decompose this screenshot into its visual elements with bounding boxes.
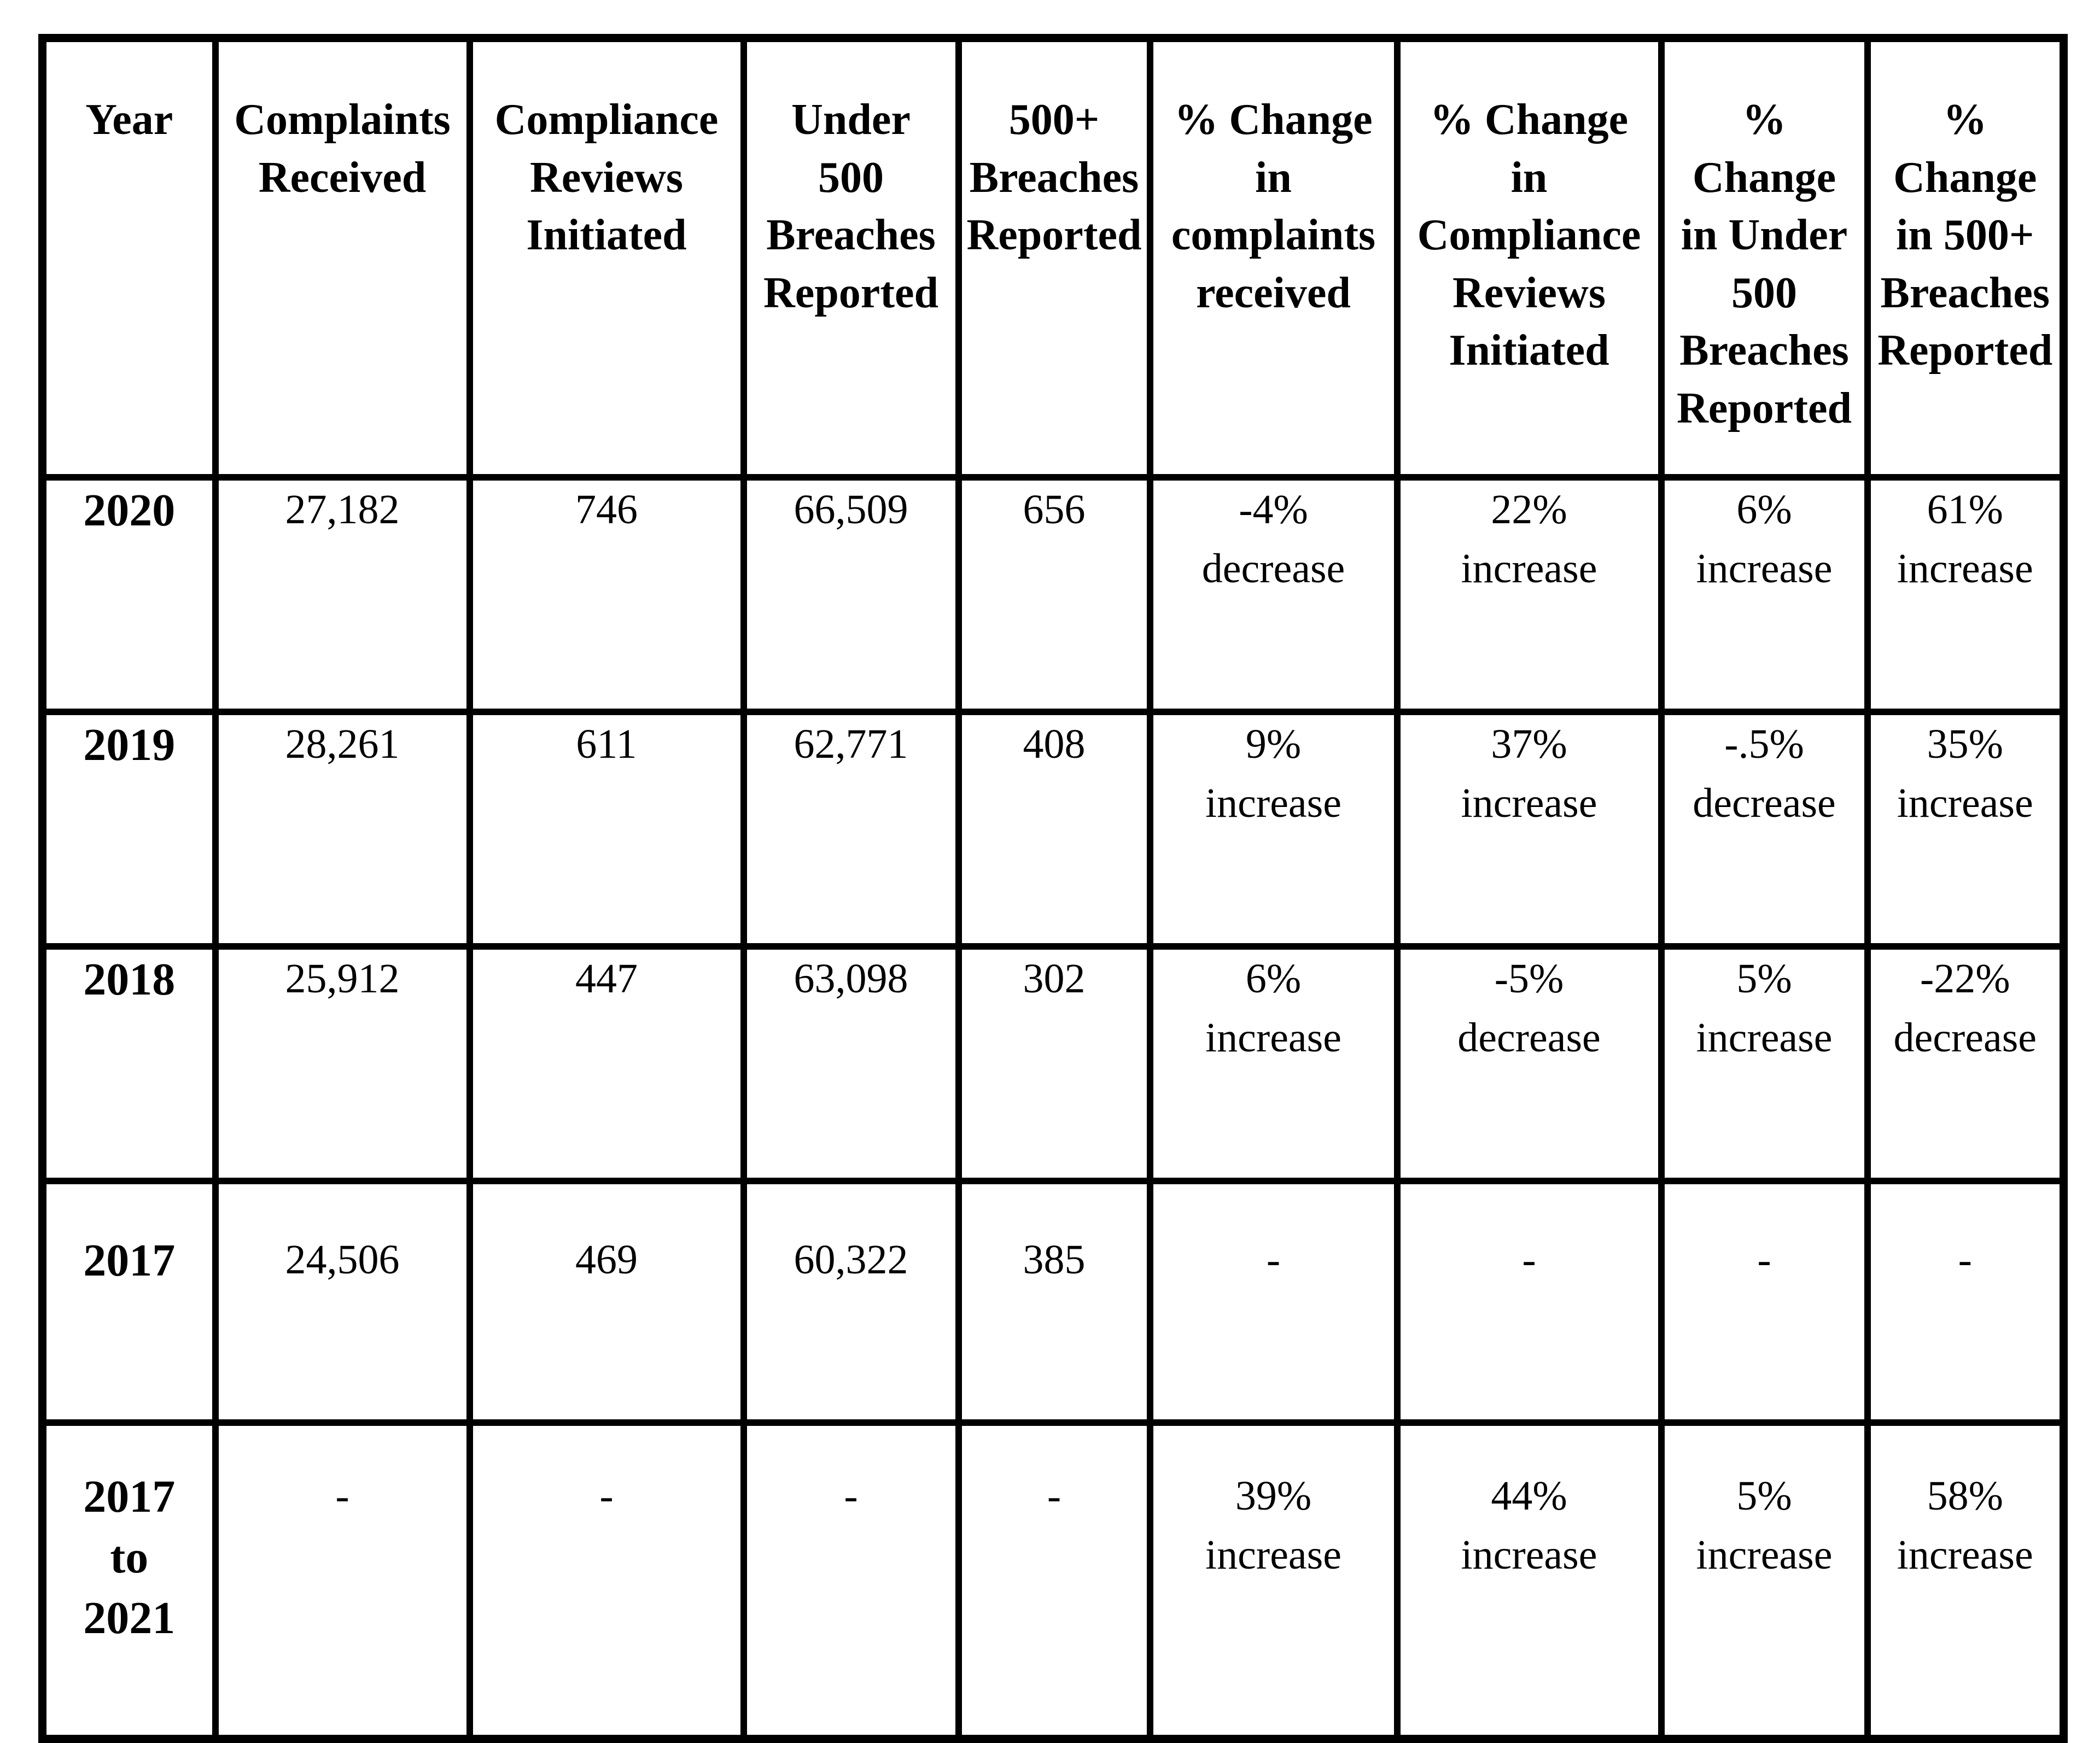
cell-pct-under500-2017-2021: 5% increase [1658, 1419, 1871, 1742]
cell-reviews-2020: 746 [466, 474, 747, 715]
column-header-pct-change-under-500: % Change in Under 500 Breaches Reported [1658, 34, 1871, 481]
cell-pct-complaints-2017-2021: 39% increase [1146, 1419, 1401, 1742]
cell-year-2019: 2019 [39, 709, 219, 950]
cell-reviews-2018: 447 [466, 943, 747, 1184]
cell-pct-reviews-2017-2021: 44% increase [1393, 1419, 1665, 1742]
table-row-2017: 2017 24,506 469 60,322 385 - - - - [39, 1178, 2067, 1426]
cell-pct-reviews-2019: 37% increase [1393, 709, 1665, 950]
cell-pct-under500-2018: 5% increase [1658, 943, 1871, 1184]
cell-pct-under500-2019: -.5% decrease [1658, 709, 1871, 950]
cell-500plus-2018: 302 [955, 943, 1153, 1184]
cell-reviews-2017-2021: - [466, 1419, 747, 1742]
cell-500plus-2020: 656 [955, 474, 1153, 715]
table-header-row: Year Complaints Received Compliance Revi… [39, 34, 2067, 481]
cell-complaints-2020: 27,182 [212, 474, 473, 715]
cell-year-2017: 2017 [39, 1178, 219, 1426]
column-header-pct-change-500plus: % Change in 500+ Breaches Reported [1864, 34, 2067, 481]
cell-500plus-2017-2021: - [955, 1419, 1153, 1742]
cell-complaints-2019: 28,261 [212, 709, 473, 950]
cell-pct-500plus-2017-2021: 58% increase [1864, 1419, 2067, 1742]
column-header-pct-change-compliance-reviews: % Change in Compliance Reviews Initiated [1393, 34, 1665, 481]
cell-under500-2018: 63,098 [740, 943, 962, 1184]
cell-500plus-2017: 385 [955, 1178, 1153, 1426]
cell-pct-complaints-2018: 6% increase [1146, 943, 1401, 1184]
column-header-complaints-received: Complaints Received [212, 34, 473, 481]
cell-pct-500plus-2018: -22% decrease [1864, 943, 2067, 1184]
cell-pct-reviews-2017: - [1393, 1178, 1665, 1426]
cell-500plus-2019: 408 [955, 709, 1153, 950]
cell-pct-under500-2020: 6% increase [1658, 474, 1871, 715]
table-row-2018: 2018 25,912 447 63,098 302 6% increase -… [39, 943, 2067, 1184]
table-row-2017-to-2021: 2017 to 2021 - - - - 39% increase 44% in… [39, 1419, 2067, 1742]
cell-pct-500plus-2020: 61% increase [1864, 474, 2067, 715]
column-header-year: Year [39, 34, 219, 481]
cell-year-2020: 2020 [39, 474, 219, 715]
cell-under500-2020: 66,509 [740, 474, 962, 715]
column-header-500plus-breaches: 500+ Breaches Reported [955, 34, 1153, 481]
cell-complaints-2017-2021: - [212, 1419, 473, 1742]
cell-reviews-2019: 611 [466, 709, 747, 950]
cell-pct-complaints-2017: - [1146, 1178, 1401, 1426]
cell-complaints-2017: 24,506 [212, 1178, 473, 1426]
cell-pct-reviews-2018: -5% decrease [1393, 943, 1665, 1184]
document-page: Year Complaints Received Compliance Revi… [38, 34, 2068, 1743]
cell-under500-2019: 62,771 [740, 709, 962, 950]
cell-year-2017-2021: 2017 to 2021 [39, 1419, 219, 1742]
cell-pct-under500-2017: - [1658, 1178, 1871, 1426]
table-row-2020: 2020 27,182 746 66,509 656 -4% decrease … [39, 474, 2067, 715]
cell-pct-complaints-2020: -4% decrease [1146, 474, 1401, 715]
column-header-under-500-breaches: Under 500 Breaches Reported [740, 34, 962, 481]
table-row-2019: 2019 28,261 611 62,771 408 9% increase 3… [39, 709, 2067, 950]
cell-pct-complaints-2019: 9% increase [1146, 709, 1401, 950]
data-table: Year Complaints Received Compliance Revi… [38, 34, 2068, 1743]
cell-pct-500plus-2017: - [1864, 1178, 2067, 1426]
cell-under500-2017-2021: - [740, 1419, 962, 1742]
cell-complaints-2018: 25,912 [212, 943, 473, 1184]
column-header-pct-change-complaints: % Change in complaints received [1146, 34, 1401, 481]
cell-under500-2017: 60,322 [740, 1178, 962, 1426]
cell-pct-reviews-2020: 22% increase [1393, 474, 1665, 715]
cell-pct-500plus-2019: 35% increase [1864, 709, 2067, 950]
column-header-compliance-reviews: Compliance Reviews Initiated [466, 34, 747, 481]
cell-year-2018: 2018 [39, 943, 219, 1184]
cell-reviews-2017: 469 [466, 1178, 747, 1426]
